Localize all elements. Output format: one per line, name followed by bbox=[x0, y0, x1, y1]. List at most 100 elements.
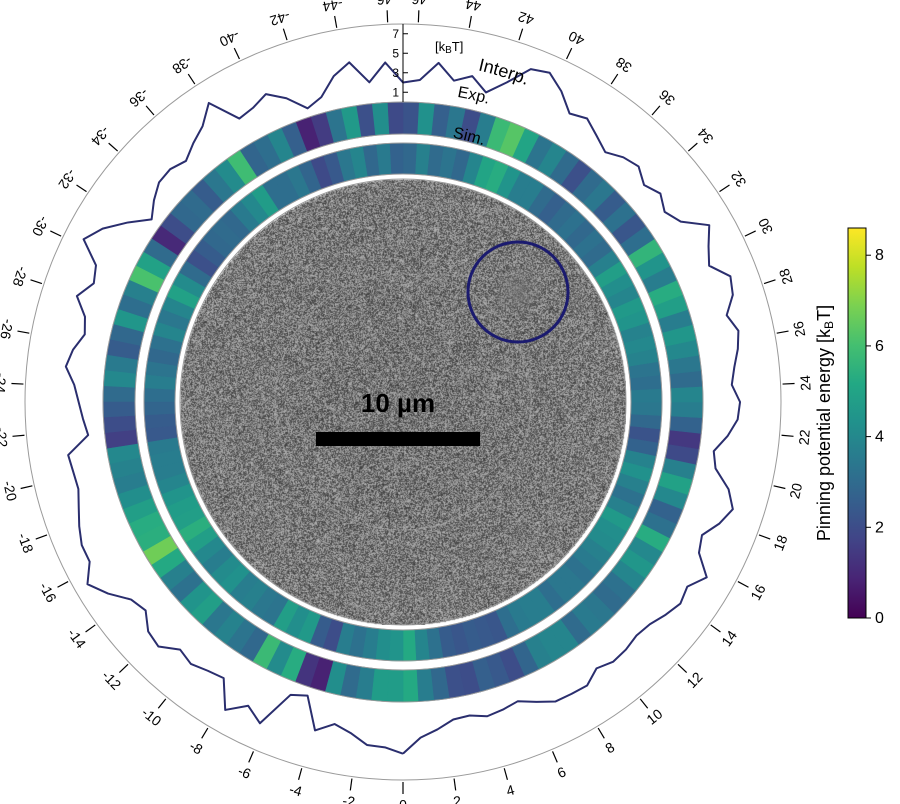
perimeter-tick-label: -16 bbox=[36, 580, 60, 606]
perimeter-tick-label: -20 bbox=[0, 479, 20, 502]
perimeter-tick-label: 8 bbox=[602, 739, 617, 757]
colorbar-tick-label: 6 bbox=[875, 338, 884, 355]
perimeter-tick-label: 24 bbox=[797, 375, 814, 392]
perimeter-tick-label: 16 bbox=[747, 581, 769, 602]
perimeter-tick bbox=[745, 231, 756, 236]
perimeter-tick-label: -18 bbox=[15, 531, 37, 556]
perimeter-tick-label: 18 bbox=[770, 533, 791, 553]
perimeter-tick bbox=[36, 535, 47, 539]
colorbar-tick-label: 0 bbox=[875, 610, 884, 627]
perimeter-tick bbox=[759, 535, 770, 539]
interp-axis-tick: 1 bbox=[392, 85, 399, 99]
perimeter-tick bbox=[640, 699, 647, 708]
perimeter-tick-label: -6 bbox=[236, 762, 254, 782]
colorbar-tick-label: 8 bbox=[875, 247, 884, 264]
perimeter-tick-label: -34 bbox=[88, 123, 114, 149]
perimeter-tick-label: -42 bbox=[268, 8, 292, 29]
perimeter-tick-label: -24 bbox=[0, 373, 9, 394]
perimeter-tick bbox=[17, 331, 29, 333]
perimeter-tick bbox=[782, 435, 794, 436]
perimeter-tick-label: 34 bbox=[694, 125, 716, 147]
perimeter-tick bbox=[249, 751, 254, 762]
perimeter-tick bbox=[77, 185, 87, 192]
colorbar-tick-label: 2 bbox=[875, 519, 884, 536]
perimeter-tick-label: 38 bbox=[613, 54, 635, 76]
perimeter-tick-label: -22 bbox=[0, 426, 11, 448]
perimeter-tick-label: 14 bbox=[718, 627, 740, 649]
perimeter-tick bbox=[553, 751, 558, 762]
perimeter-tick bbox=[519, 29, 523, 40]
perimeter-tick bbox=[783, 384, 795, 385]
perimeter-tick-label: -32 bbox=[55, 166, 80, 192]
perimeter-tick bbox=[299, 768, 302, 780]
perimeter-tick-label: -4 bbox=[288, 781, 304, 800]
perimeter-tick bbox=[598, 728, 604, 738]
label-exp: Exp. bbox=[456, 84, 491, 108]
perimeter-tick bbox=[777, 331, 789, 333]
polar-figure-svg: 1357[kBT]0246810121416182022242628303234… bbox=[0, 0, 900, 804]
perimeter-tick bbox=[652, 106, 660, 115]
perimeter-tick-label: -40 bbox=[217, 27, 242, 50]
perimeter-tick-label: 30 bbox=[755, 216, 776, 237]
colorbar-tick-label: 4 bbox=[875, 429, 884, 446]
perimeter-tick bbox=[611, 74, 618, 84]
perimeter-tick bbox=[11, 384, 23, 385]
perimeter-tick-label: -44 bbox=[321, 0, 344, 15]
perimeter-tick bbox=[469, 16, 471, 28]
perimeter-tick bbox=[774, 486, 786, 489]
perimeter-tick bbox=[678, 664, 687, 672]
perimeter-tick-label: -10 bbox=[139, 704, 165, 729]
figure-root: 1357[kBT]0246810121416182022242628303234… bbox=[0, 0, 900, 804]
perimeter-tick-label: -30 bbox=[29, 214, 52, 239]
perimeter-tick-label: -36 bbox=[126, 85, 152, 110]
perimeter-tick-label: 0 bbox=[399, 797, 407, 804]
perimeter-tick bbox=[202, 728, 208, 738]
colorbar bbox=[848, 228, 866, 618]
perimeter-tick-label: 22 bbox=[796, 429, 813, 446]
perimeter-tick-label: 36 bbox=[656, 87, 678, 109]
interp-axis-tick: 7 bbox=[392, 27, 399, 41]
interp-axis-label: [kBT] bbox=[435, 39, 463, 56]
perimeter-tick bbox=[146, 106, 154, 115]
perimeter-tick bbox=[13, 435, 25, 436]
perimeter-tick bbox=[764, 280, 775, 284]
perimeter-tick bbox=[567, 48, 572, 59]
perimeter-tick bbox=[283, 29, 287, 40]
colorbar-label: Pinning potential energy [kBT] bbox=[814, 305, 836, 541]
perimeter-tick bbox=[31, 280, 42, 284]
scale-bar bbox=[316, 432, 480, 446]
perimeter-tick bbox=[109, 143, 118, 151]
perimeter-tick-label: 26 bbox=[790, 320, 809, 338]
perimeter-tick bbox=[454, 779, 456, 791]
perimeter-tick bbox=[234, 48, 239, 59]
perimeter-tick-label: 42 bbox=[516, 8, 536, 28]
interp-axis-tick: 5 bbox=[392, 46, 399, 60]
perimeter-tick-label: 20 bbox=[786, 481, 805, 500]
perimeter-tick-label: 4 bbox=[504, 781, 516, 799]
perimeter-tick-label: -8 bbox=[187, 737, 206, 757]
perimeter-tick-label: -38 bbox=[169, 53, 195, 78]
perimeter-tick bbox=[158, 699, 165, 708]
perimeter-tick-label: 32 bbox=[727, 168, 749, 190]
perimeter-tick bbox=[188, 74, 195, 84]
perimeter-tick bbox=[335, 16, 337, 28]
perimeter-tick-label: 44 bbox=[464, 0, 482, 15]
perimeter-tick bbox=[58, 582, 69, 588]
perimeter-tick bbox=[504, 768, 507, 780]
perimeter-tick bbox=[711, 625, 721, 632]
scale-bar-label: 10 µm bbox=[361, 388, 435, 418]
perimeter-tick-label: 10 bbox=[643, 705, 665, 727]
perimeter-tick-label: 6 bbox=[555, 763, 569, 781]
perimeter-tick-label: -2 bbox=[342, 792, 357, 804]
perimeter-tick-label: 40 bbox=[566, 28, 587, 49]
perimeter-tick-label: 28 bbox=[776, 266, 796, 286]
perimeter-tick bbox=[119, 664, 128, 672]
perimeter-tick bbox=[738, 582, 749, 588]
perimeter-tick-label: -46 bbox=[376, 0, 397, 8]
perimeter-tick bbox=[21, 486, 33, 489]
perimeter-tick-label: -26 bbox=[0, 318, 17, 341]
perimeter-tick bbox=[50, 231, 61, 236]
perimeter-tick-label: -28 bbox=[10, 264, 32, 288]
perimeter-tick bbox=[688, 143, 697, 151]
perimeter-tick bbox=[719, 185, 729, 192]
